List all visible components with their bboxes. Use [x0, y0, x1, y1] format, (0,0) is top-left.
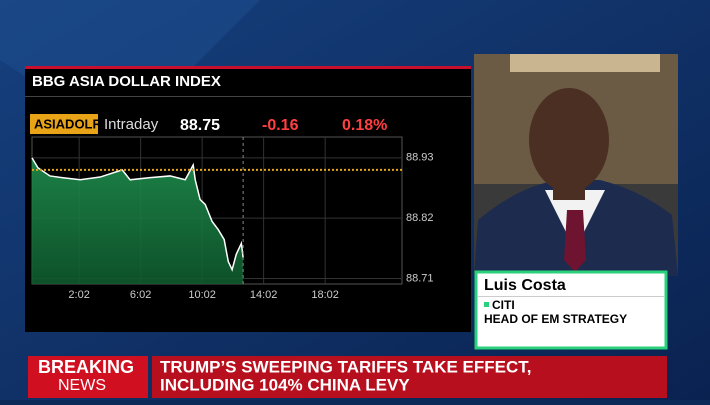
headline-line: TRUMP’S SWEEPING TARIFFS TAKE EFFECT,	[160, 357, 532, 376]
guest-name: Luis Costa	[484, 277, 566, 294]
guest-org: CITI	[492, 298, 515, 312]
y-tick-label: 88.82	[406, 212, 434, 224]
chart-title: BBG ASIA DOLLAR INDEX	[32, 73, 221, 90]
period: Intraday	[104, 116, 159, 133]
ceiling-light	[510, 54, 660, 72]
head	[529, 88, 609, 192]
news: NEWS	[58, 377, 106, 394]
org-dot	[484, 302, 489, 307]
breaking: BREAKING	[38, 357, 134, 377]
change: -0.16	[262, 117, 299, 134]
neck	[553, 178, 585, 200]
tie	[564, 210, 586, 272]
change-pct: 0.18%	[342, 117, 387, 134]
y-tick-label: 88.93	[406, 152, 434, 164]
panel-rule	[25, 66, 471, 69]
ticker: ASIADOLR	[34, 116, 103, 131]
lower-third	[474, 270, 668, 350]
x-tick-label: 6:02	[130, 289, 151, 301]
line	[31, 157, 244, 272]
area	[32, 157, 244, 284]
x-tick-label: 18:02	[311, 289, 339, 301]
x-tick-label: 2:02	[68, 289, 89, 301]
breaking-box	[28, 356, 148, 398]
headline-box	[152, 356, 667, 398]
x-tick-label: 14:02	[250, 289, 278, 301]
divider	[25, 96, 471, 97]
y-tick-label: 88.71	[406, 272, 434, 284]
ticker-badge	[30, 114, 98, 134]
last-price: 88.75	[180, 117, 220, 134]
lower-third-divider	[478, 296, 664, 297]
x-tick-label: 10:02	[188, 289, 216, 301]
headline-line: INCLUDING 104% CHINA LEVY	[160, 375, 410, 394]
guest-role: HEAD OF EM STRATEGY	[484, 312, 627, 326]
